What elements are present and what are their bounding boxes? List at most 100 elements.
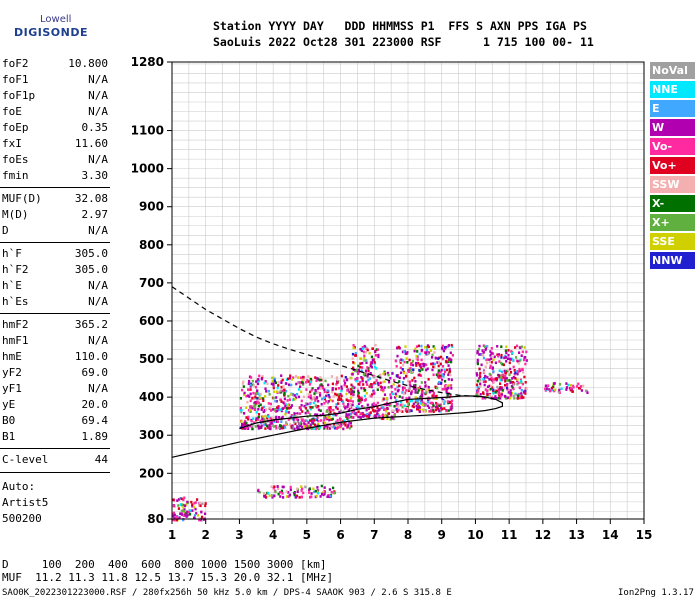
echo-point [284,403,288,406]
echo-point [432,365,435,369]
echo-point [551,388,554,392]
echo-point [264,387,267,390]
echo-point [505,351,508,355]
echo-point [407,379,410,383]
echo-point [348,405,352,409]
echo-point [264,380,267,383]
echo-point [267,402,270,405]
echo-point [518,396,522,400]
param-row: foF2 10.800 [2,56,108,72]
echo-point [269,402,272,406]
echo-point [296,427,299,431]
echo-point [475,372,478,375]
echo-point [341,400,345,404]
echo-point [415,345,419,348]
echo-point [335,423,338,427]
echo-point [376,348,380,351]
echo-point [435,357,438,360]
echo-point [172,514,175,518]
echo-point [300,381,303,384]
echo-point [183,508,186,511]
echo-point [506,357,509,360]
x-tick-label: 2 [202,528,210,542]
echo-point [421,389,424,393]
echo-point [272,383,275,387]
echo-point [318,384,322,387]
echo-point [492,370,495,373]
echo-point [279,398,282,401]
echo-point [335,393,338,397]
echo-point [311,419,314,423]
echo-point [437,357,440,360]
echo-point [419,374,423,377]
echo-point [419,395,422,399]
echo-point [296,412,299,415]
echo-point [434,405,437,409]
param-row: C-level 44 [2,452,108,468]
echo-point [318,386,321,390]
echo-point [351,357,354,360]
echo-point [432,404,435,407]
echo-point [518,369,521,373]
echo-point [492,378,495,381]
echo-point [304,402,307,405]
echo-point [509,389,512,392]
param-row: yF2 69.0 [2,365,108,381]
echo-point [417,408,420,411]
echo-point [276,390,279,393]
chart-grid [171,62,645,519]
echo-point [509,367,512,371]
echo-point [328,488,331,491]
echo-point [322,418,326,422]
echo-point [379,381,382,385]
echo-point [433,347,436,350]
echo-point [259,392,262,396]
echo-point [520,345,523,349]
echo-point [309,377,312,381]
echo-point [407,389,411,392]
echo-point [249,409,252,412]
echo-point [242,385,245,388]
echo-point [396,410,399,413]
echo-point [437,360,441,364]
echo-point [427,345,430,349]
echo-point [434,385,437,389]
echo-point [401,410,404,413]
echo-point [293,493,296,497]
echo-point [326,401,329,405]
echo-point [344,424,347,427]
echo-point [567,383,570,387]
echo-point [382,397,385,401]
echo-point [490,376,493,380]
echo-point [414,400,417,404]
echo-point [281,492,284,495]
param-name: h`Es [2,295,29,308]
echo-point [263,495,266,498]
echo-point [272,386,275,390]
param-name: hmF2 [2,318,29,331]
echo-point [402,376,406,380]
param-name: fxI [2,137,22,150]
echo-point [416,406,419,409]
echo-point [370,365,373,369]
echo-point [418,406,421,409]
echo-point [395,394,398,398]
echo-point [475,383,479,387]
echo-point [439,362,442,366]
echo-point [395,399,398,402]
param-value: N/A [88,73,108,86]
echo-point [447,401,450,405]
echo-point [275,415,278,419]
echo-point [324,379,327,383]
echo-point [361,405,364,408]
param-value: 69.0 [81,366,109,379]
echo-point [324,400,328,403]
echo-point [245,416,248,419]
echo-point [517,370,520,373]
echo-point [351,416,354,419]
param-value: 2.97 [81,208,109,221]
echo-point [285,490,288,493]
param-name: h`F2 [2,263,29,276]
echo-point [257,378,260,381]
echo-point [398,380,401,383]
